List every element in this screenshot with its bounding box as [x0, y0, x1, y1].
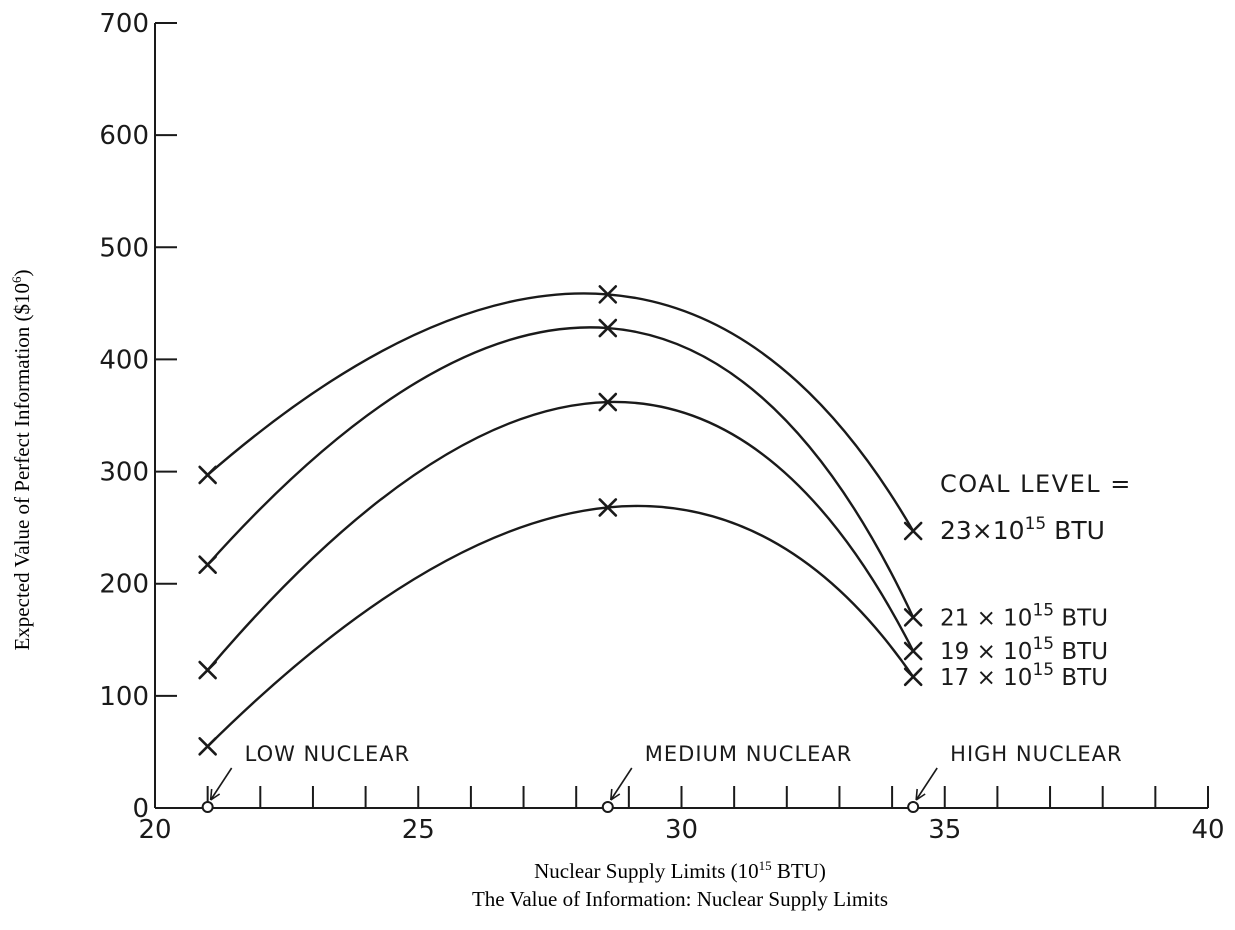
- x-axis-label: Nuclear Supply Limits (1015 BTU): [534, 858, 826, 883]
- coal-level-heading: COAL LEVEL =: [940, 470, 1132, 498]
- nuclear-level-point: [601, 801, 614, 813]
- y-tick-label: 400: [99, 345, 149, 375]
- x-tick-label: 40: [1191, 815, 1224, 845]
- series-label-3: 19 × 1015 BTU: [940, 634, 1108, 665]
- series-curve-3: [206, 400, 915, 671]
- y-tick-label: 500: [99, 233, 149, 263]
- data-point-marker: [598, 498, 618, 517]
- data-point-marker: [903, 641, 923, 661]
- nuclear-level-arrow: [209, 767, 233, 801]
- series-markers: [198, 285, 923, 756]
- series-label-4: 17 × 1015 BTU: [940, 660, 1108, 691]
- data-point-marker: [598, 318, 618, 338]
- data-point-marker: [903, 608, 923, 627]
- x-tick-label: 25: [402, 815, 435, 845]
- y-tick-label: 600: [99, 121, 149, 151]
- series-curves: [206, 292, 915, 748]
- y-tick-label: 0: [132, 794, 149, 824]
- nuclear-level-label: LOW NUCLEAR: [245, 742, 411, 766]
- nuclear-level-label: HIGH NUCLEAR: [950, 742, 1122, 766]
- series-label-1: 23×1015 BTU: [940, 514, 1105, 545]
- data-point-marker: [198, 737, 217, 756]
- data-point-marker: [598, 285, 618, 304]
- nuclear-level-point: [201, 801, 214, 813]
- y-tick-label: 200: [99, 570, 149, 600]
- y-axis: 0 100 200 300 400 500 600 700: [99, 9, 177, 824]
- data-point-marker: [198, 465, 217, 485]
- x-tick-label: 35: [928, 815, 961, 845]
- nuclear-level-point: [907, 801, 920, 813]
- y-tick-label: 700: [99, 9, 149, 39]
- nuclear-level-arrow: [915, 767, 938, 801]
- y-axis-label: Expected Value of Perfect Information ($…: [9, 269, 34, 650]
- nuclear-level-arrow: [610, 767, 633, 801]
- nuclear-level-label: MEDIUM NUCLEAR: [645, 742, 853, 766]
- x-tick-label: 30: [665, 815, 698, 845]
- chart-title: The Value of Information: Nuclear Supply…: [472, 887, 888, 911]
- series-label-2: 21 × 1015 BTU: [940, 600, 1108, 631]
- y-tick-label: 100: [99, 682, 149, 712]
- x-tick-label: 20: [138, 815, 171, 845]
- series-curve-4: [206, 504, 915, 748]
- data-point-marker: [903, 521, 923, 541]
- y-tick-label: 300: [99, 458, 149, 488]
- data-point-marker: [598, 392, 618, 412]
- data-point-marker: [198, 555, 217, 574]
- data-point-marker: [903, 667, 923, 687]
- nuclear-level-annotations: LOW NUCLEAR MEDIUM NUCLEAR HIGH NUCLEAR: [201, 742, 1122, 813]
- x-axis: 20 25 30 35 40: [138, 786, 1225, 845]
- data-point-marker: [198, 660, 217, 680]
- series-curve-2: [206, 326, 915, 618]
